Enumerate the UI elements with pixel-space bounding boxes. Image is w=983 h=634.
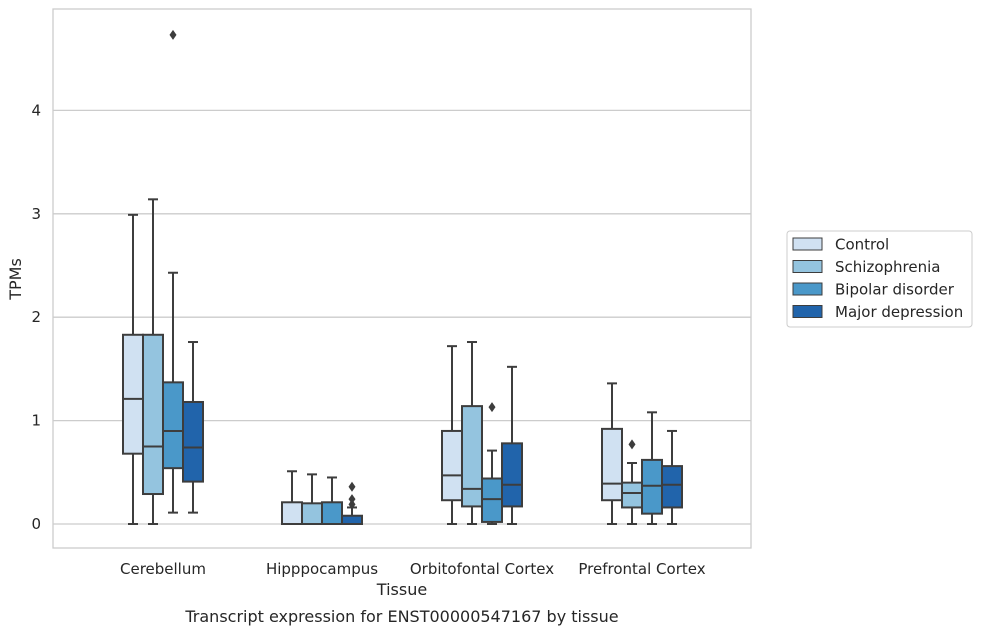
x-tick-label: Prefrontal Cortex	[578, 560, 705, 578]
legend-label: Bipolar disorder	[835, 281, 955, 299]
y-tick-label: 1	[31, 412, 41, 430]
box-body	[321, 501, 343, 526]
y-tick-label: 3	[31, 205, 41, 223]
box-body	[341, 514, 363, 526]
box-control	[281, 470, 303, 526]
x-tick-label: Hipppocampus	[266, 560, 378, 578]
legend-label: Major depression	[835, 303, 963, 321]
box-body	[661, 465, 683, 509]
box-control	[122, 213, 144, 525]
box-body	[122, 333, 144, 455]
box-body	[621, 481, 643, 509]
y-axis-label: TPMs	[6, 258, 25, 301]
box-body	[142, 333, 164, 496]
outlier-point	[348, 494, 356, 505]
box-schizophrenia	[301, 473, 323, 526]
plot-frame	[52, 8, 752, 549]
y-tick-label: 0	[31, 515, 41, 533]
x-tick-label: Cerebellum	[120, 560, 206, 578]
box-control	[601, 382, 623, 525]
box-body	[182, 400, 204, 483]
box-major-depression	[341, 481, 363, 526]
legend-swatch	[792, 282, 823, 296]
legend-label: Control	[835, 236, 889, 254]
outlier-point	[348, 499, 356, 510]
box-major-depression	[182, 341, 204, 514]
box-body	[441, 429, 463, 502]
box-body	[641, 458, 663, 515]
legend-swatch	[792, 305, 823, 318]
legend-swatch	[792, 237, 823, 251]
legend-label: Schizophrenia	[835, 258, 940, 276]
box-plot-series	[122, 29, 683, 526]
box-schizophrenia	[461, 341, 483, 525]
y-axis-ticks: 0 1 2 3 4	[31, 101, 41, 533]
y-tick-label: 4	[31, 101, 41, 119]
x-axis-label: Tissue	[376, 580, 427, 599]
legend-frame	[786, 230, 973, 328]
outlier-point	[348, 481, 356, 492]
box-major-depression	[501, 365, 523, 525]
outlier-point	[628, 439, 636, 450]
legend: Control Schizophrenia Bipolar disorder Majo…	[786, 230, 973, 328]
box-bipolar-disorder	[641, 411, 663, 525]
x-axis-ticks: Cerebellum Hipppocampus Orbitofontal Corte…	[120, 560, 706, 578]
box-body	[601, 427, 623, 502]
chart-title: Transcript expression for ENST0000054716…	[184, 607, 618, 626]
x-tick-label: Orbitofontal Cortex	[410, 560, 554, 578]
box-bipolar-disorder	[321, 476, 343, 526]
box-body	[461, 405, 483, 508]
box-bipolar-disorder	[162, 29, 184, 514]
box-control	[441, 345, 463, 525]
box-major-depression	[661, 429, 683, 525]
y-tick-label: 2	[31, 308, 41, 326]
box-schizophrenia	[142, 198, 164, 525]
box-body	[281, 501, 303, 526]
box-body	[481, 477, 503, 523]
outlier-point	[169, 29, 177, 40]
box-body	[162, 381, 184, 470]
box-body	[501, 442, 523, 508]
outlier-point	[488, 402, 496, 413]
box-schizophrenia	[621, 439, 643, 525]
legend-swatch	[792, 260, 823, 273]
box-body	[301, 502, 323, 526]
